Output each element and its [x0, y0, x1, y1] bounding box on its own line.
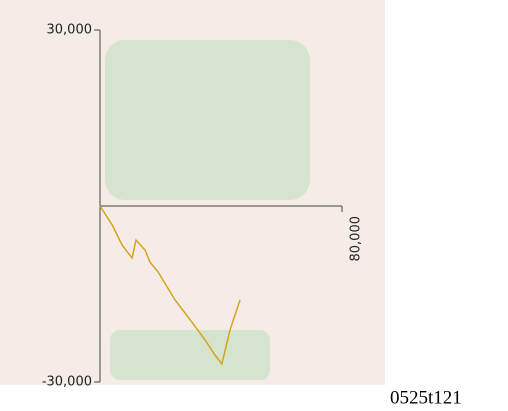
y-tick-label: 30,000 [47, 23, 93, 38]
watermark [105, 40, 310, 380]
data-line [99, 205, 241, 366]
x-tick-label: 80,000 [349, 216, 364, 262]
y-tick-label: -30,000 [42, 375, 92, 390]
plot-background [0, 0, 385, 385]
annotation: 0525t121 [390, 387, 462, 408]
